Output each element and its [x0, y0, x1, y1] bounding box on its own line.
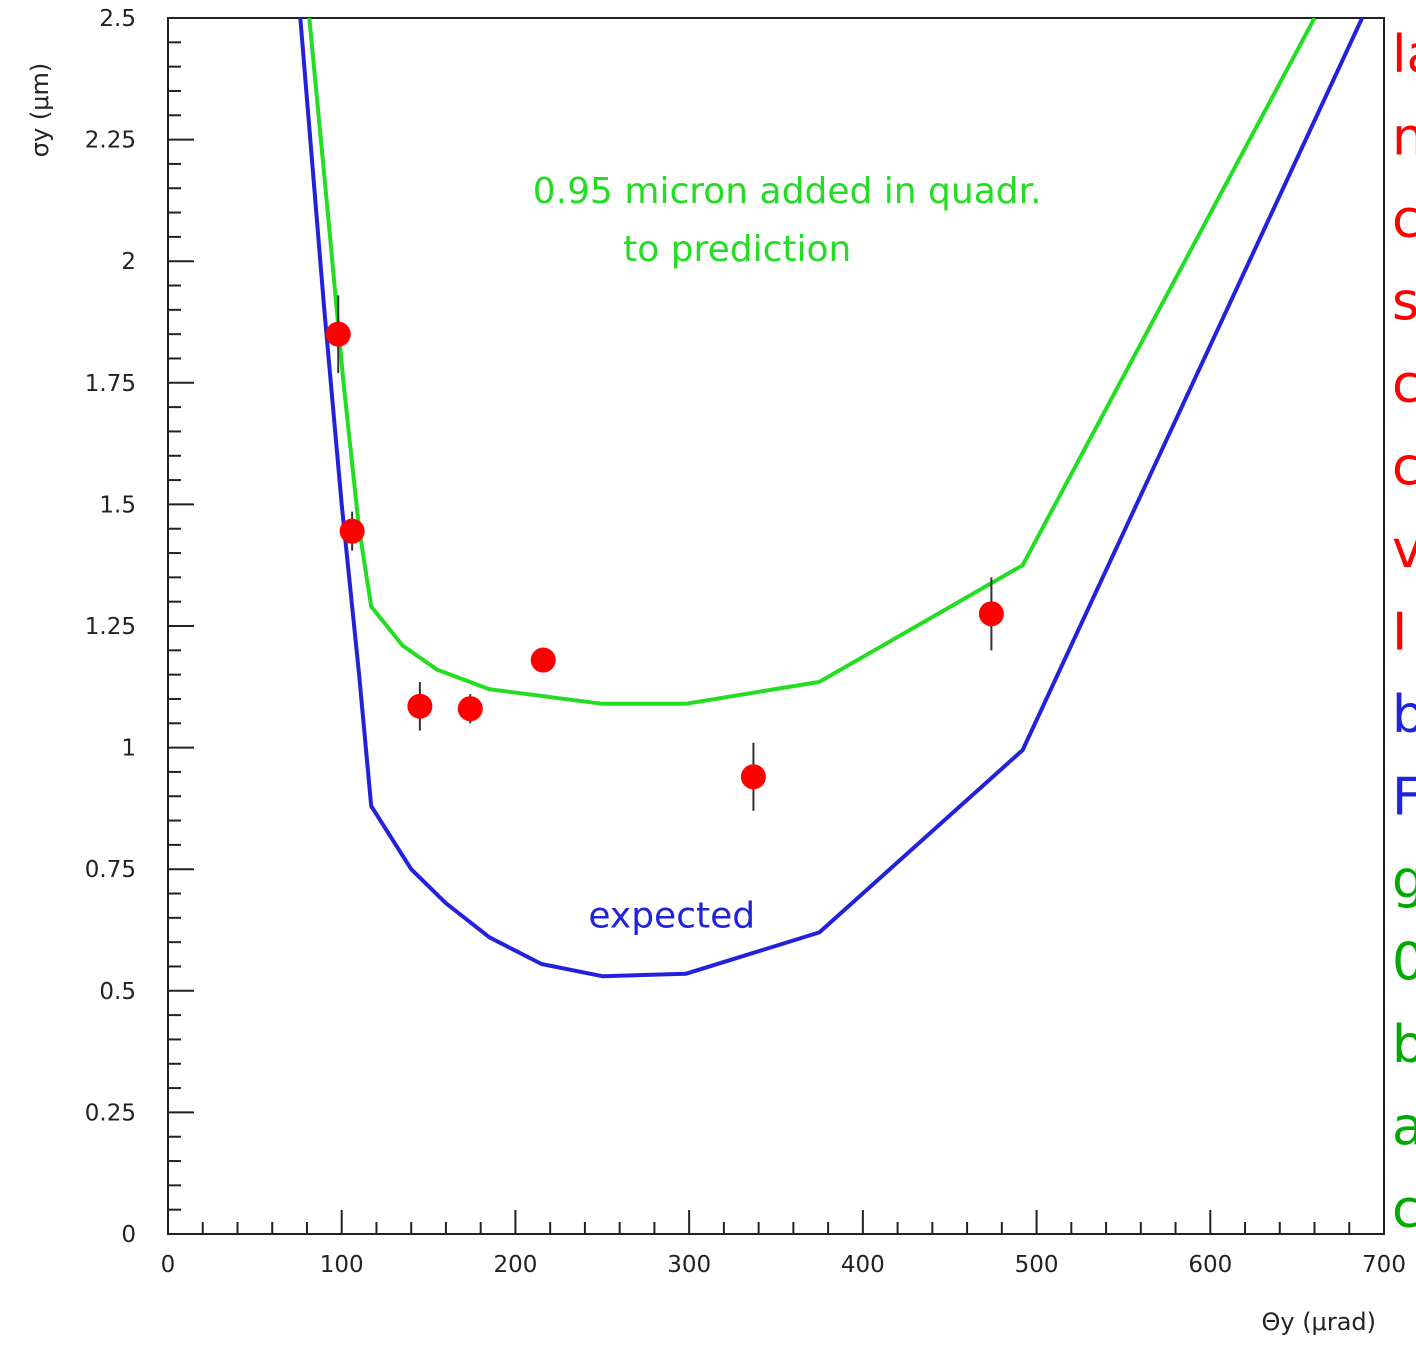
side-text-line: la [1392, 25, 1416, 85]
x-tick-label: 400 [841, 1252, 885, 1278]
y-tick-label: 2.5 [99, 6, 136, 32]
side-text-line: 0 [1392, 933, 1416, 993]
side-text-line: c [1392, 1180, 1416, 1240]
side-text-line: v [1392, 520, 1416, 580]
side-text-line: c [1392, 438, 1416, 498]
y-tick-label: 0.25 [85, 1100, 136, 1126]
side-text-column: lancsccvIbFg0bac [1392, 25, 1416, 1240]
cut-off-title-fragment [170, 0, 1370, 6]
y-tick-label: 2 [121, 249, 136, 275]
x-tick-label: 300 [667, 1252, 711, 1278]
x-tick-label: 700 [1362, 1252, 1406, 1278]
x-tick-label: 0 [161, 1252, 176, 1278]
y-tick-label: 1.25 [85, 614, 136, 640]
side-text-line: b [1392, 685, 1416, 745]
y-tick-label: 0.75 [85, 857, 136, 883]
side-text-line: a [1392, 1098, 1416, 1158]
side-text-line: c [1392, 355, 1416, 415]
annotation-quadrature-line1: 0.95 micron added in quadr. [533, 171, 1042, 212]
side-text-line: g [1392, 850, 1416, 910]
side-text-line: F [1392, 768, 1416, 828]
x-tick-label: 600 [1188, 1252, 1232, 1278]
axis-ticks [167, 17, 1385, 1235]
y-tick-label: 1 [121, 736, 136, 762]
series-line-quadrature [307, 18, 1317, 706]
side-text-line: n [1392, 108, 1416, 168]
x-axis-title: Θy (μrad) [1261, 1308, 1376, 1336]
y-tick-label: 1.75 [85, 371, 136, 397]
annotation-quadrature-line2: to prediction [623, 229, 851, 270]
data-point [530, 647, 556, 673]
y-tick-label: 0.5 [99, 979, 136, 1005]
side-text-line: b [1392, 1015, 1416, 1075]
data-point [407, 693, 433, 719]
series-lines [298, 18, 1365, 979]
x-tick-labels: 0 100 200 300 400 500 600 700 [161, 1252, 1406, 1278]
data-point [457, 696, 483, 722]
data-point [740, 764, 766, 790]
side-text-line: I [1392, 603, 1407, 663]
side-text-line: c [1392, 190, 1416, 250]
data-point [978, 601, 1004, 627]
x-tick-label: 200 [493, 1252, 537, 1278]
data-points [325, 295, 1004, 811]
y-axis-title: σy (μm) [26, 63, 54, 157]
y-tick-label: 0 [121, 1222, 136, 1248]
data-point [339, 518, 365, 544]
y-tick-label: 2.25 [85, 128, 136, 154]
y-tick-label: 1.5 [99, 492, 136, 518]
x-tick-label: 500 [1015, 1252, 1059, 1278]
data-point [325, 321, 351, 347]
y-tick-labels: 0 0.25 0.5 0.75 1 1.25 1.5 1.75 2 2.25 2.5 [85, 6, 136, 1248]
annotation-expected: expected [588, 896, 755, 937]
series-line-expected [298, 18, 1365, 979]
x-tick-label: 100 [320, 1252, 364, 1278]
side-text-line: s [1392, 273, 1416, 333]
